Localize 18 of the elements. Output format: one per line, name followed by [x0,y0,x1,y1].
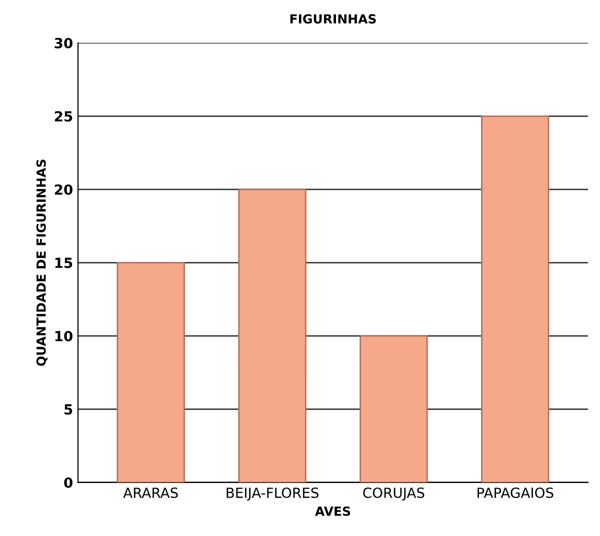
x-tick-label: PAPAGAIOS [478,488,554,498]
x-tick-label: BEIJA-FLORES [226,488,318,501]
x-tick-label: CORUJAS [363,488,424,501]
y-tick-label: 30 [54,38,72,48]
bar [116,262,185,482]
x-tick-label: ARARAS [123,488,178,498]
chart-title: FIGURINHAS [290,14,376,24]
y-tick-label: 10 [55,330,72,342]
bar [360,335,428,482]
y-tick-label: 0 [64,477,72,488]
y-tick-label: 15 [55,258,72,268]
bar [481,115,550,482]
y-tick-label: 25 [54,111,72,122]
x-axis-title: AVES [315,506,350,516]
y-tick-label: 5 [64,404,72,415]
y-tick-label: 20 [54,184,72,195]
y-axis-title: QUANTIDADE DE FIGURINHAS [36,160,48,366]
bar [238,188,306,482]
